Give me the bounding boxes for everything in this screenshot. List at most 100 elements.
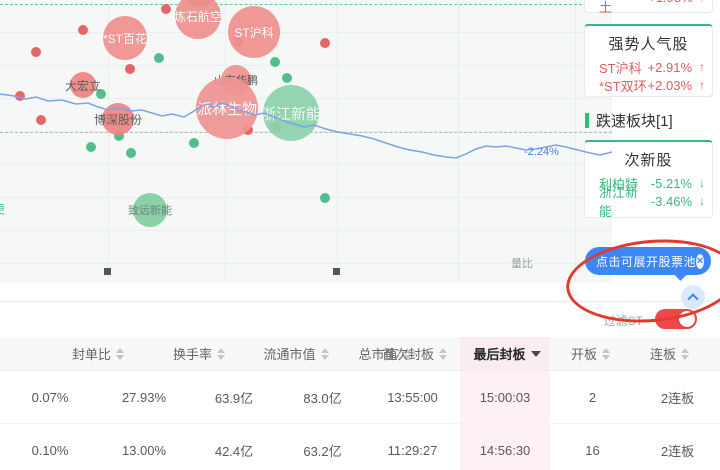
gridline xyxy=(337,0,338,283)
stock-bubble[interactable]: 派林生物 xyxy=(196,77,258,139)
sidebar: 五矿稀土 +1.98% ↑ 强势人气股 ST沪科 +2.91% ↑ *ST双环 … xyxy=(584,0,716,335)
stock-bubble-label: *ST百花 xyxy=(103,31,148,46)
gridline xyxy=(225,0,226,283)
table-cell: 63.2亿 xyxy=(303,443,342,459)
column-header[interactable]: 最后封板 xyxy=(460,337,550,370)
filter-bar: 过滤ST xyxy=(0,301,720,337)
table-header-row: 封单比 换手率 流通市值 总市值 首次封板 最后封板 开板 连板 xyxy=(0,337,720,371)
stock-bubble-label: ST沪科 xyxy=(234,25,274,40)
column-header[interactable]: 流通市值 xyxy=(188,337,329,370)
table-cell: 2连板 xyxy=(660,443,695,459)
table-cell: 15:00:03 xyxy=(460,371,550,423)
table-cell: 42.4亿 xyxy=(214,443,254,459)
table-row[interactable]: 0.07% 27.93% 63.9亿 83.0亿 13:55:00 15:00:03 2 2连… xyxy=(0,371,720,424)
stock-bubble[interactable]: 致远新能 xyxy=(128,193,172,227)
toggle-knob xyxy=(679,311,695,327)
column-header[interactable]: 封单比 xyxy=(0,337,124,370)
stock-name: 五矿稀土 xyxy=(599,0,613,15)
scatter-dot xyxy=(86,142,96,152)
column-header-label: 流通市值 xyxy=(263,347,316,362)
stock-bubble[interactable]: 炼石航空 xyxy=(174,0,222,39)
tooltip-text: 点击可展开股票池 xyxy=(596,254,697,269)
axis-marker[interactable] xyxy=(333,268,340,275)
sort-icon xyxy=(402,347,411,360)
sort-icon xyxy=(530,350,541,357)
column-header-label: 封单比 xyxy=(71,347,111,362)
up-arrow-icon: ↑ xyxy=(699,60,705,74)
sort-icon xyxy=(217,347,225,360)
stock-bubble[interactable]: *ST百花 xyxy=(103,16,147,60)
table-cell: 63.9亿 xyxy=(214,390,254,406)
column-header[interactable]: 连板 xyxy=(635,337,720,370)
stock-row[interactable]: ST沪科 +2.91% ↑ xyxy=(585,58,712,76)
stock-bubble[interactable]: 博深股份 xyxy=(94,103,142,135)
scatter-dot xyxy=(320,38,330,48)
column-header[interactable]: 换手率 xyxy=(100,337,225,370)
sort-icon xyxy=(602,347,610,360)
scatter-dot xyxy=(36,115,46,125)
close-icon[interactable]: × xyxy=(696,253,704,269)
table-cell: 0.10% xyxy=(31,442,69,458)
scatter-dot xyxy=(15,91,25,101)
card-title: 强势人气股 xyxy=(608,36,689,53)
filter-st-label: 过滤ST xyxy=(603,314,643,328)
column-header-label: 连板 xyxy=(649,347,676,362)
volume-ratio-label: 量比 xyxy=(511,258,533,270)
axis-marker[interactable] xyxy=(104,268,111,275)
stock-bubble-label: 派林生物 xyxy=(196,100,257,118)
table-cell: 2连板 xyxy=(660,390,695,406)
stock-name: 浙江新能 xyxy=(599,185,639,219)
column-header[interactable]: 首次封板 xyxy=(365,337,460,370)
scatter-dot xyxy=(31,47,41,57)
sort-icon xyxy=(320,347,329,360)
sort-icon xyxy=(439,347,447,360)
stock-bubble-label: 致远新能 xyxy=(128,205,172,217)
sort-icon xyxy=(681,347,689,360)
column-header-label: 总市值 xyxy=(358,347,398,362)
stock-row[interactable]: 浙江新能 -3.46% ↓ xyxy=(585,185,712,219)
sort-icon xyxy=(116,347,124,360)
collapse-button[interactable] xyxy=(681,285,705,309)
up-arrow-icon: ↑ xyxy=(699,78,705,92)
divider xyxy=(0,301,720,302)
table-cell: 13.00% xyxy=(121,442,167,458)
scatter-dot xyxy=(320,193,330,203)
scatter-dot xyxy=(282,73,292,83)
scatter-dot xyxy=(78,25,88,35)
filter-st-toggle[interactable] xyxy=(655,309,697,329)
stock-name: 利柏特 xyxy=(599,176,639,192)
rising-stock-card: 五矿稀土 +1.98% ↑ xyxy=(584,0,713,15)
table-cell: 83.0亿 xyxy=(303,390,342,406)
bubble-chart: -2.24% 量比 更 炼石航空*ST百花ST沪科大宏立山东华鹏派林生物浙江新能… xyxy=(0,0,612,283)
table-cell: 16 xyxy=(585,442,600,458)
scatter-dot xyxy=(270,57,280,67)
stock-row[interactable]: 五矿稀土 +1.98% ↑ xyxy=(585,0,712,15)
falling-sector-section[interactable]: 跌速板块[1] xyxy=(585,110,673,131)
table-cell: 11:29:27 xyxy=(387,442,438,458)
column-header[interactable]: 总市值 xyxy=(280,337,411,370)
scatter-dot xyxy=(161,4,171,14)
down-arrow-icon: ↓ xyxy=(699,176,705,190)
hot-stocks-card: 强势人气股 ST沪科 +2.91% ↑ *ST双环 +2.03% ↑ xyxy=(584,24,713,97)
column-header-label: 最后封板 xyxy=(473,347,526,362)
stock-change: -3.46% xyxy=(650,193,693,209)
down-arrow-icon: ↓ xyxy=(699,194,705,208)
stock-change: -5.21% xyxy=(650,175,692,191)
stock-row[interactable]: *ST双环 +2.03% ↑ xyxy=(585,76,712,94)
stock-bubble-label: 大宏立 xyxy=(65,78,102,93)
table-cell: 2 xyxy=(588,389,597,405)
table-row[interactable]: 0.10% 13.00% 42.4亿 63.2亿 11:29:27 14:56:30 16 2… xyxy=(0,424,720,470)
column-header[interactable]: 开板 xyxy=(550,337,635,370)
stock-bubble[interactable]: 大宏立 xyxy=(65,72,101,98)
expand-pool-tooltip[interactable]: 点击可展开股票池 × xyxy=(585,247,711,281)
stock-bubble[interactable]: 浙江新能 xyxy=(261,85,321,141)
stock-change: +2.91% xyxy=(647,59,692,75)
table-cell: 14:56:30 xyxy=(460,424,550,470)
stock-row[interactable]: 利柏特 -5.21% ↓ xyxy=(585,174,712,192)
section-accent-bar xyxy=(585,113,589,128)
card-title: 次新股 xyxy=(624,152,673,169)
table-body: 0.07% 27.93% 63.9亿 83.0亿 13:55:00 15:00:03 2 2连… xyxy=(0,371,720,470)
stock-bubble-label: 博深股份 xyxy=(94,112,143,127)
tooltip-tail xyxy=(674,268,687,281)
stock-bubble[interactable]: ST沪科 xyxy=(228,6,280,58)
